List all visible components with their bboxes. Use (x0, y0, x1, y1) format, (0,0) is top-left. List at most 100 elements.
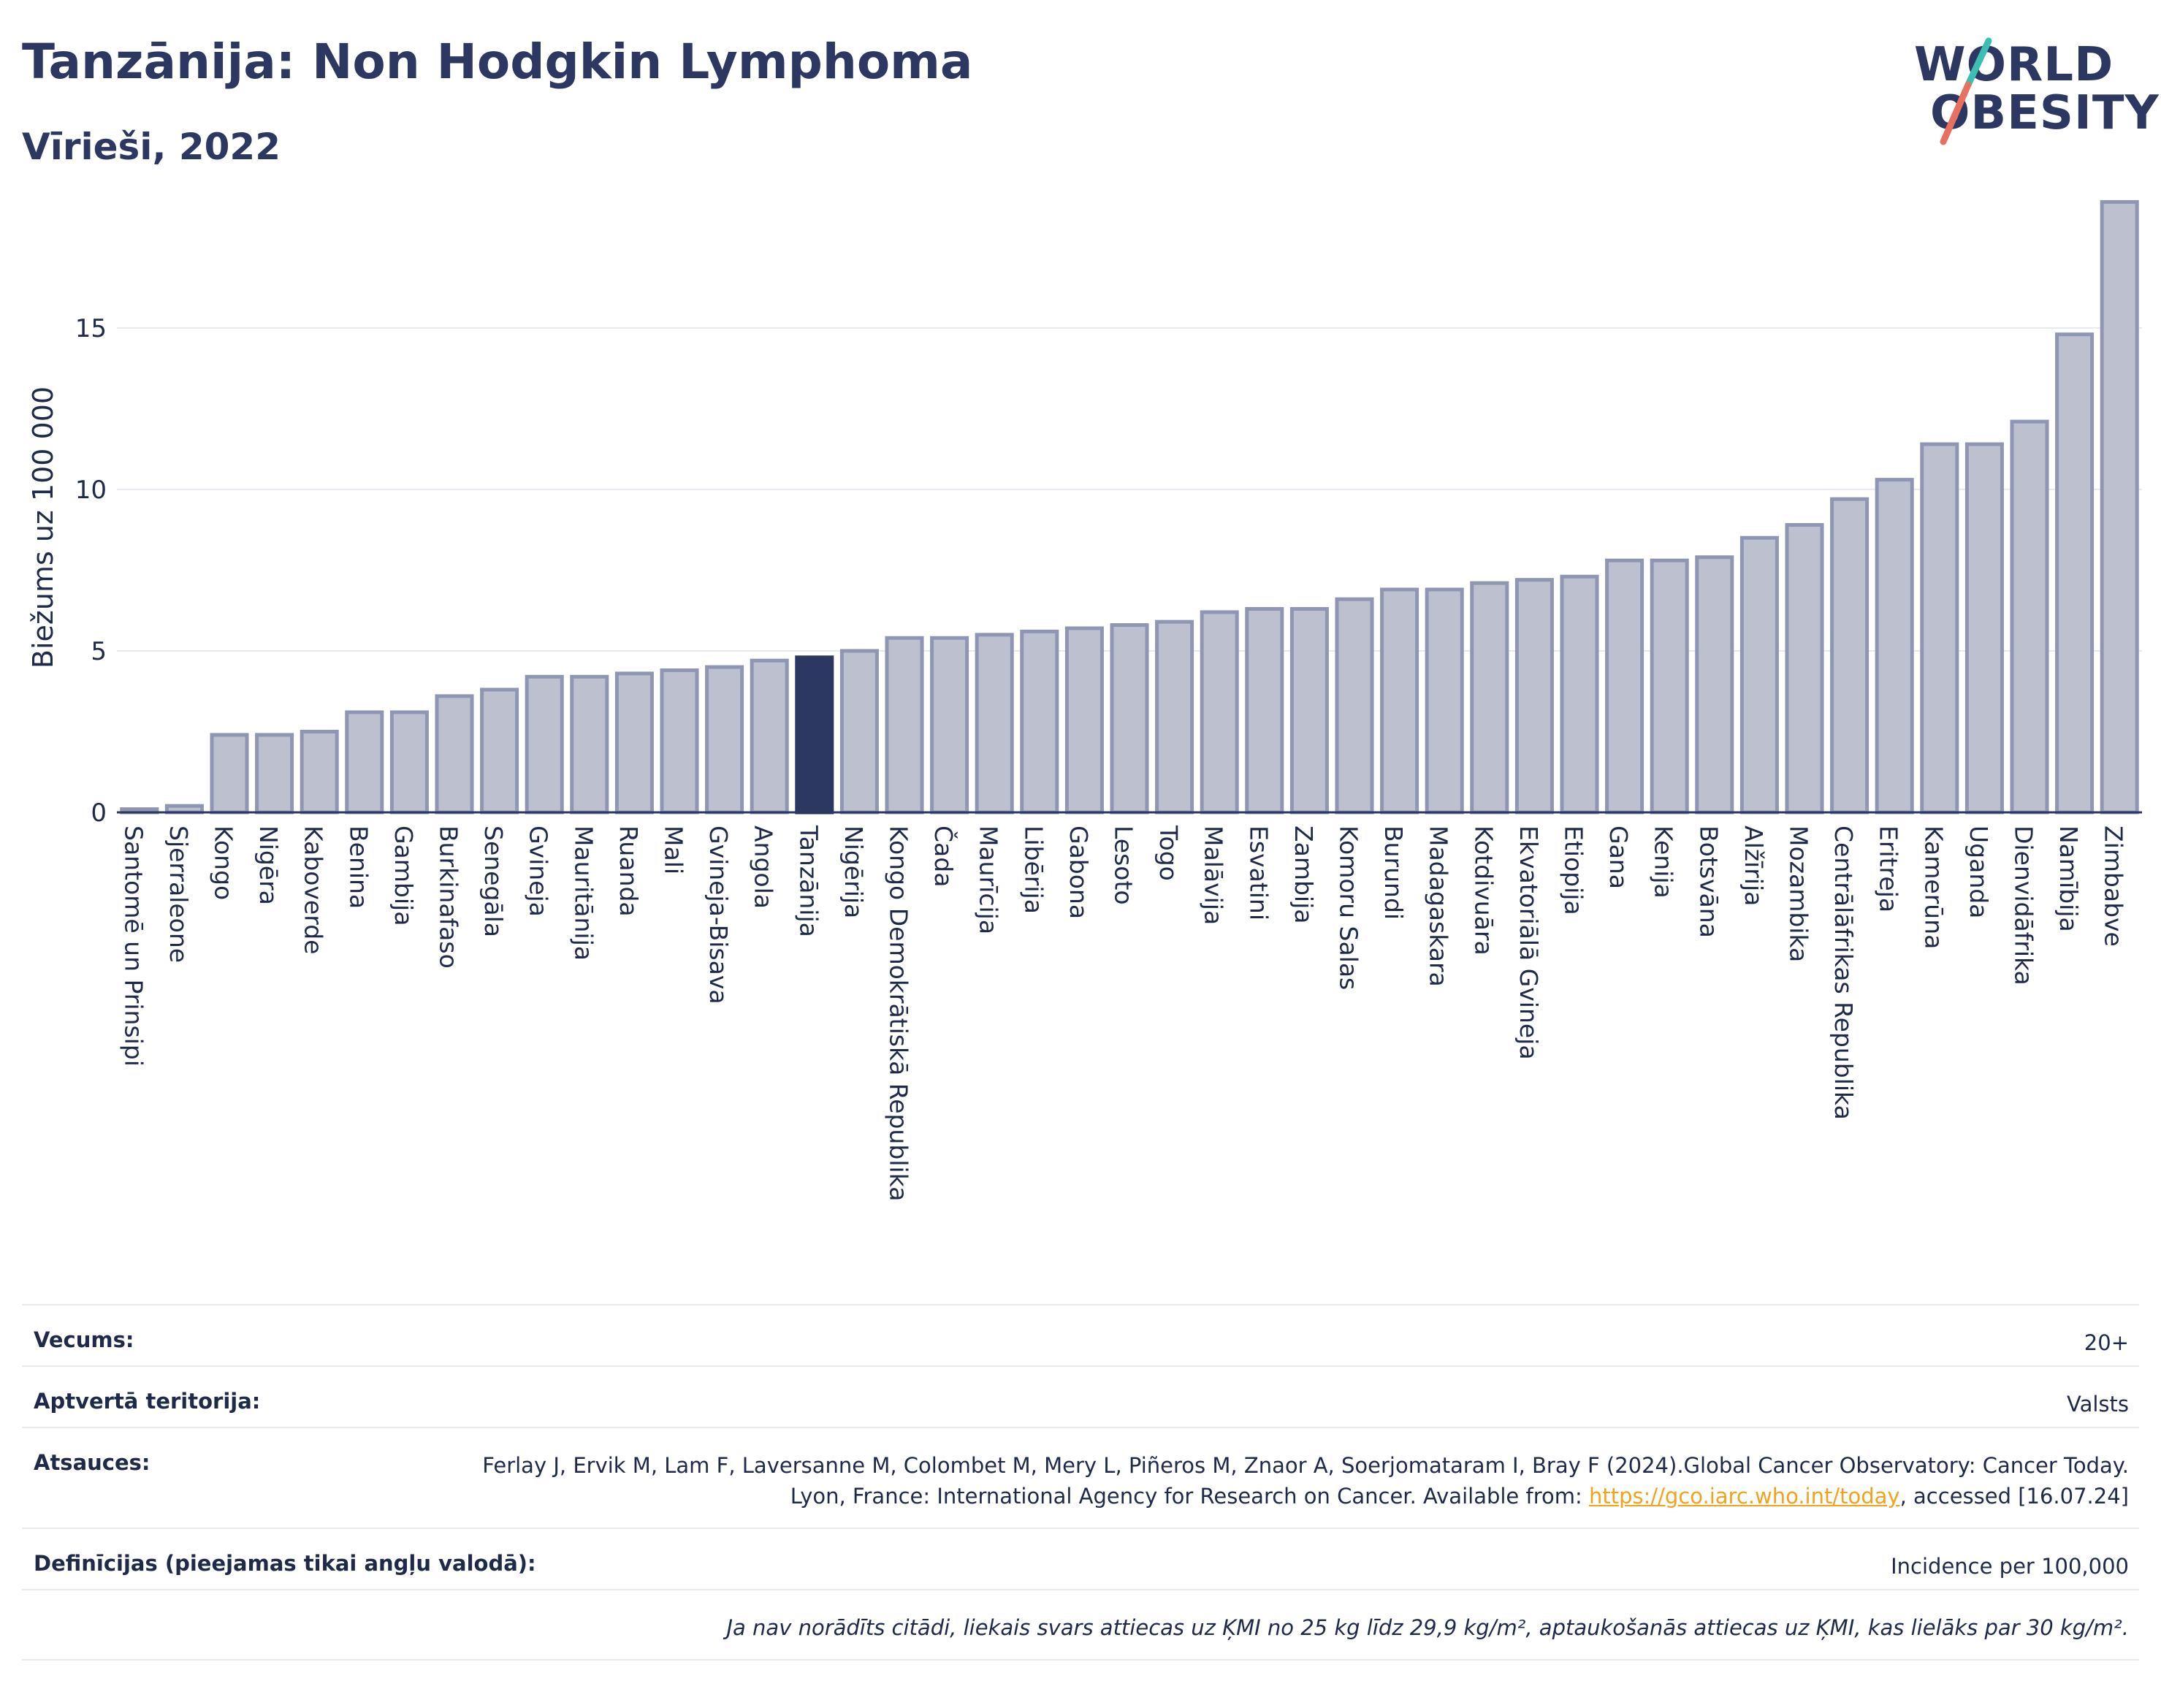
x-tick-label: Kaboverde (300, 826, 328, 955)
bar (750, 658, 789, 815)
x-tick-label: Kamerūna (1919, 826, 1948, 949)
world-obesity-logo: WORLD OBESITY (1907, 32, 2159, 156)
x-tick-label: Gvineja-Bisava (704, 826, 733, 1004)
bar (705, 665, 744, 815)
x-tick-label: Tanzānija (794, 825, 823, 937)
bar (930, 636, 969, 815)
bar (2055, 332, 2095, 815)
x-tick-label: Ruanda (614, 826, 643, 917)
bar (1380, 587, 1419, 815)
bar (614, 671, 654, 815)
x-tick-label: Togo (1154, 825, 1183, 881)
bar (255, 733, 294, 815)
x-tick-label: Kongo (210, 826, 238, 900)
bar (1064, 626, 1104, 815)
info-table: Vecums: 20+ Aptvertā teritorija: Valsts … (22, 1304, 2139, 1661)
x-tick-label: Mozambika (1785, 826, 1813, 962)
bar (1830, 497, 1870, 815)
x-tick-label: Eritreja (1875, 826, 1903, 912)
bar-chart: 0 5 10 15 Biežums uz 100 000 Santomē un Prins… (27, 199, 2142, 1201)
bar (345, 710, 384, 815)
bar (300, 729, 339, 815)
x-tick-label: Malāvija (1200, 826, 1228, 925)
age-value: 20+ (2084, 1330, 2129, 1355)
chart-subtitle: Vīrieši, 2022 (22, 126, 281, 168)
territory-label: Aptvertā teritorija: (34, 1389, 261, 1414)
bar (1560, 574, 1599, 815)
y-tick-label: 5 (91, 637, 107, 666)
x-tick-label: Etiopija (1560, 826, 1588, 915)
bar (1739, 535, 1779, 815)
info-row-territory: Aptvertā teritorija: Valsts (22, 1365, 2139, 1427)
x-tick-label: Kotdivuāra (1469, 826, 1498, 956)
territory-value: Valsts (2066, 1392, 2129, 1417)
footnote: Ja nav norādīts citādi, liekais svars at… (726, 1615, 2130, 1640)
x-tick-label: Kenija (1650, 826, 1678, 899)
bar (1695, 555, 1734, 815)
bar-highlighted (795, 655, 834, 815)
x-tick-label: Kongo Demokrātiskā Republika (885, 826, 913, 1201)
x-tick-label: Botsvāna (1694, 826, 1723, 938)
logo-line-1: WORLD (1914, 38, 2114, 92)
x-tick-label: Gana (1604, 826, 1633, 889)
logo-slash-icon (1940, 37, 1992, 145)
y-axis-title: Biežums uz 100 000 (27, 386, 59, 668)
x-tick-label: Lesoto (1110, 826, 1138, 905)
chart-title: Tanzānija: Non Hodgkin Lymphoma (22, 34, 973, 90)
bar (1335, 597, 1374, 815)
references-text: Ferlay J, Ervik M, Lam F, Laversanne M, … (482, 1453, 2129, 1509)
bar (1425, 587, 1464, 815)
bar (660, 668, 699, 815)
references-accessed: , accessed [16.07.24] (1899, 1484, 2129, 1509)
bar (570, 674, 609, 815)
x-tick-label: Madagaskara (1425, 826, 1453, 987)
bar (2010, 419, 2049, 815)
x-tick-label: Sjerraleone (164, 826, 193, 963)
bar (1920, 442, 1959, 815)
y-tick-label: 10 (75, 476, 107, 505)
bar (975, 633, 1014, 815)
x-tick-label: Mali (660, 826, 688, 874)
bar (480, 687, 519, 815)
bar (1245, 606, 1284, 815)
bar (389, 710, 429, 815)
x-tick-label: Esvatini (1244, 826, 1273, 920)
x-tick-label: Senegāla (479, 826, 508, 937)
x-tick-label: Zambija (1289, 826, 1318, 923)
x-tick-label: Libērija (1019, 826, 1048, 914)
bar (1964, 442, 2004, 815)
x-tick-label: Burundi (1379, 826, 1408, 920)
y-tick-label: 0 (91, 798, 107, 828)
x-tick-label: Mauritānija (569, 826, 598, 961)
x-tick-label: Benina (344, 826, 373, 909)
references-label: Atsauces: (34, 1450, 150, 1475)
bar (210, 733, 249, 815)
bar (1875, 478, 1914, 815)
bar (839, 649, 879, 815)
bar (1650, 558, 1689, 815)
bar (885, 636, 924, 815)
logo-line-2: OBESITY (1930, 86, 2160, 140)
bar (2100, 199, 2139, 815)
x-tick-label: Dienvidāfrika (2010, 826, 2038, 985)
bar (1605, 558, 1644, 815)
references-value: Ferlay J, Ervik M, Lam F, Laversanne M, … (449, 1450, 2129, 1511)
x-tick-label: Namībija (2054, 826, 2083, 932)
bar (525, 674, 564, 815)
x-tick-label: Burkinafaso (435, 826, 463, 969)
x-tick-label: Maurīcija (975, 826, 1003, 934)
x-tick-label: Centrālāfrikas Republika (1829, 826, 1858, 1120)
bar (1289, 606, 1329, 815)
definitions-value: Incidence per 100,000 (1891, 1554, 2129, 1579)
references-link[interactable]: https://gco.iarc.who.int/today (1588, 1484, 1900, 1509)
x-tick-label: Gabona (1064, 826, 1093, 919)
x-tick-label: Nigēra (254, 826, 283, 905)
x-tick-label: Komoru Salas (1335, 826, 1363, 990)
definitions-label: Definīcijas (pieejamas tikai angļu valod… (34, 1551, 536, 1576)
x-tick-label: Angola (750, 826, 778, 909)
bar (1514, 578, 1554, 815)
x-tick-label: Santomē un Prinsipi (119, 826, 148, 1067)
bar (1020, 629, 1059, 815)
age-label: Vecums: (34, 1327, 134, 1352)
x-tick-label: Zimbabve (2100, 826, 2128, 947)
